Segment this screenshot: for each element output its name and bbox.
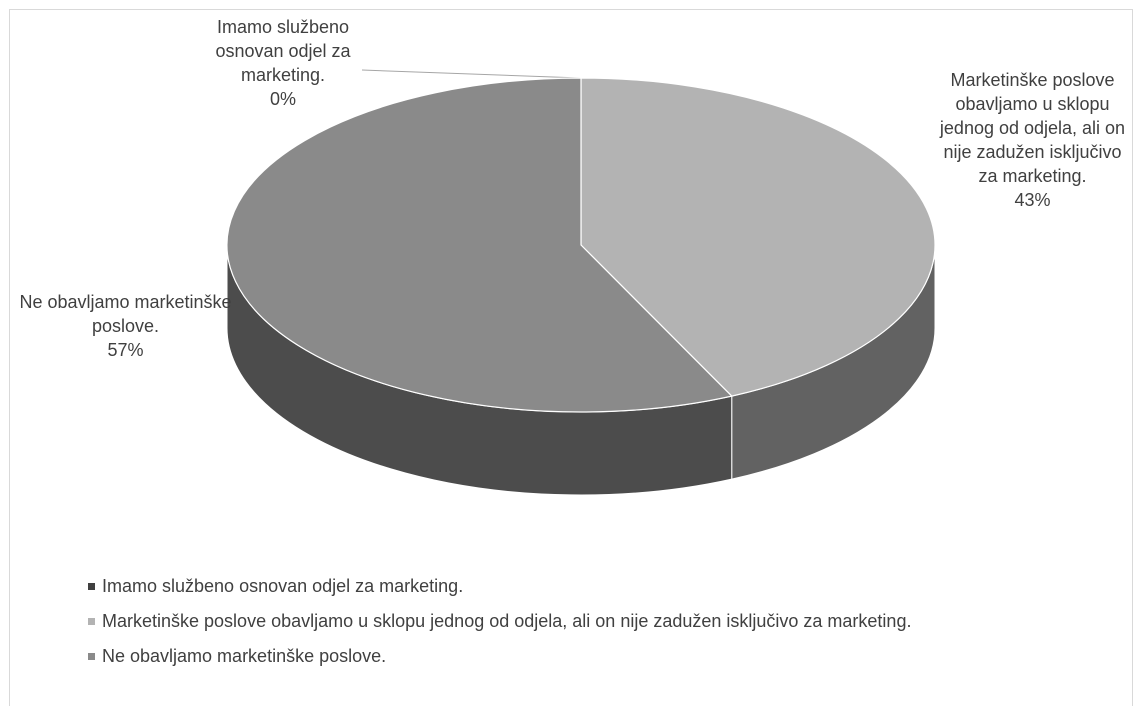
data-label-value: 43%	[1014, 190, 1051, 210]
data-label-category: Ne obavljamo marketinške poslove.	[19, 292, 232, 336]
data-label-category: Imamo službeno osnovan odjel za marketin…	[215, 17, 351, 85]
pie-side	[227, 245, 732, 495]
data-label-category: Marketinške poslove obavljamo u sklopu j…	[939, 70, 1126, 186]
legend-label: Imamo službeno osnovan odjel za marketin…	[102, 576, 464, 596]
data-label: Marketinške poslove obavljamo u sklopu j…	[935, 68, 1130, 212]
legend-marker	[88, 653, 95, 660]
pie-tops	[226, 77, 936, 413]
legend-item: Ne obavljamo marketinške poslove.	[88, 646, 386, 667]
pie-slice	[226, 77, 733, 413]
pie-side	[731, 245, 935, 480]
legend-item: Imamo službeno osnovan odjel za marketin…	[88, 576, 463, 597]
data-label: Imamo službeno osnovan odjel za marketin…	[203, 15, 363, 111]
pie-slice	[580, 77, 936, 397]
data-label: Ne obavljamo marketinške poslove. 57%	[18, 290, 233, 362]
chart-border	[9, 9, 1133, 706]
legend-marker	[88, 618, 95, 625]
data-label-value: 0%	[269, 89, 296, 109]
data-label-value: 57%	[107, 340, 144, 360]
legend-marker	[88, 583, 95, 590]
legend-label: Ne obavljamo marketinške poslove.	[102, 646, 387, 666]
legend-item: Marketinške poslove obavljamo u sklopu j…	[88, 611, 911, 632]
leader-line	[361, 69, 582, 79]
legend-label: Marketinške poslove obavljamo u sklopu j…	[102, 611, 912, 631]
